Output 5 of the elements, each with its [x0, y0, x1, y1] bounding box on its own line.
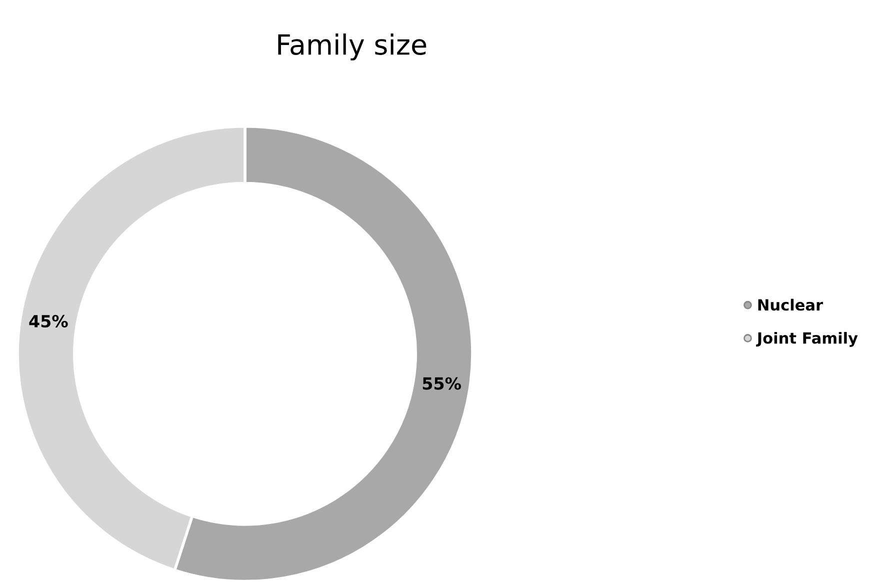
legend-label: Joint Family: [756, 332, 858, 347]
chart-title: Family size: [278, 34, 426, 60]
data-label: 55%: [422, 377, 461, 390]
data-label: 45%: [29, 314, 68, 328]
legend-label: Nuclear: [758, 298, 824, 311]
